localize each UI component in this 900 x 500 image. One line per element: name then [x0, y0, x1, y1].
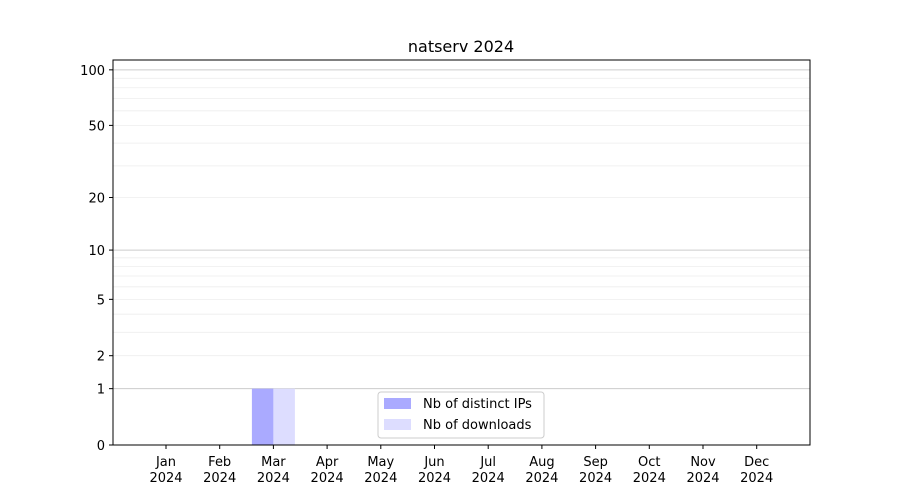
x-tick-label: Feb 2024 [203, 455, 236, 486]
x-tick-label: Jun 2024 [418, 455, 451, 486]
y-tick-label: 10 [88, 244, 105, 259]
x-tick-label: Mar 2024 [257, 455, 290, 486]
legend-swatch [384, 398, 411, 409]
x-tick-label: Dec 2024 [740, 455, 773, 486]
y-tick-label: 0 [97, 439, 105, 454]
y-tick-label: 2 [97, 350, 105, 365]
x-tick-label: Oct 2024 [633, 455, 666, 486]
legend: Nb of distinct IPs Nb of downloads [377, 391, 545, 439]
y-tick-label: 50 [88, 119, 105, 134]
x-tick-label: Nov 2024 [686, 455, 719, 486]
x-tick-label: May 2024 [364, 455, 397, 486]
chart-title: natserv 2024 [408, 37, 514, 56]
x-tick-label: Apr 2024 [311, 455, 344, 486]
legend-swatch [384, 419, 411, 430]
x-tick-label: Sep 2024 [579, 455, 612, 486]
legend-label: Nb of downloads [423, 418, 532, 433]
x-tick-label: Jul 2024 [472, 455, 505, 486]
x-tick-label: Aug 2024 [525, 455, 558, 486]
legend-label: Nb of distinct IPs [423, 397, 532, 412]
bar-nb-of-downloads [273, 388, 295, 445]
bar-nb-of-distinct-ips [251, 388, 274, 445]
y-tick-label: 1 [97, 383, 105, 398]
plot-frame [112, 59, 811, 446]
x-tick-label: Jan 2024 [149, 455, 182, 486]
y-tick-label: 20 [88, 192, 105, 207]
y-tick-label: 100 [80, 64, 105, 79]
y-tick-label: 5 [97, 293, 105, 308]
